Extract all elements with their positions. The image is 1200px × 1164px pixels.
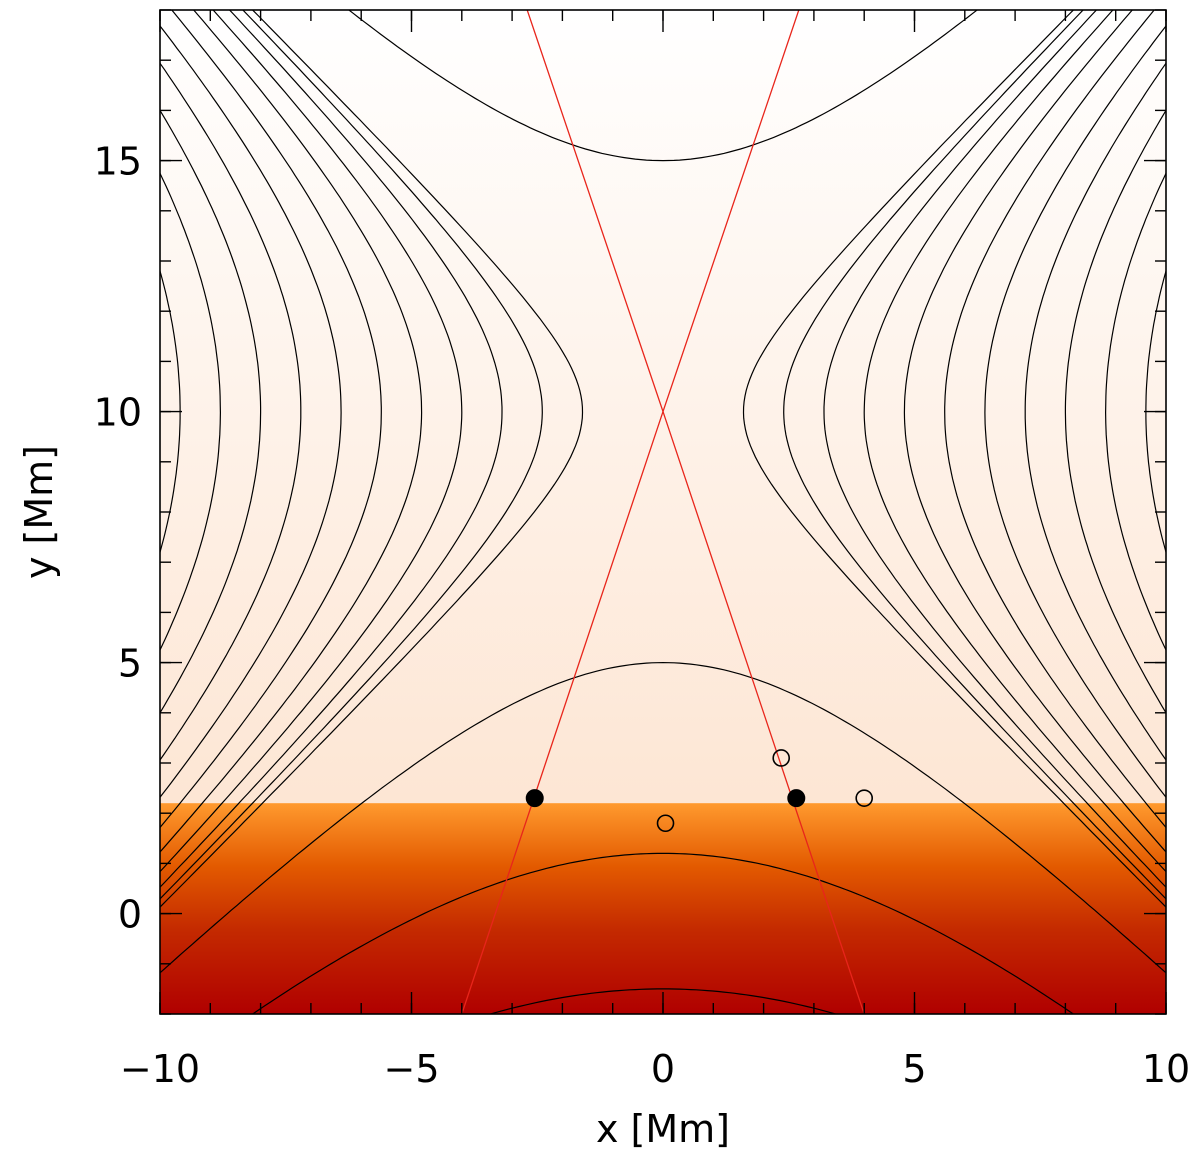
y-tick-label: 0: [118, 893, 142, 937]
x-tick-label: 0: [651, 1047, 675, 1091]
y-tick-label: 15: [94, 140, 142, 184]
filled-marker-1: [788, 790, 805, 807]
y-axis-label: y [Mm]: [17, 445, 61, 579]
x-axis-label: x [Mm]: [596, 1107, 730, 1151]
lower-atmosphere-region: [160, 803, 1166, 1014]
y-tick-label: 10: [94, 391, 142, 435]
x-tick-label: 10: [1142, 1047, 1190, 1091]
upper-atmosphere-region: [160, 10, 1166, 803]
x-tick-label: 5: [902, 1047, 926, 1091]
x-tick-label: −5: [383, 1047, 439, 1091]
x-tick-label: −10: [120, 1047, 200, 1091]
y-tick-label: 5: [118, 642, 142, 686]
filled-marker-0: [526, 790, 543, 807]
